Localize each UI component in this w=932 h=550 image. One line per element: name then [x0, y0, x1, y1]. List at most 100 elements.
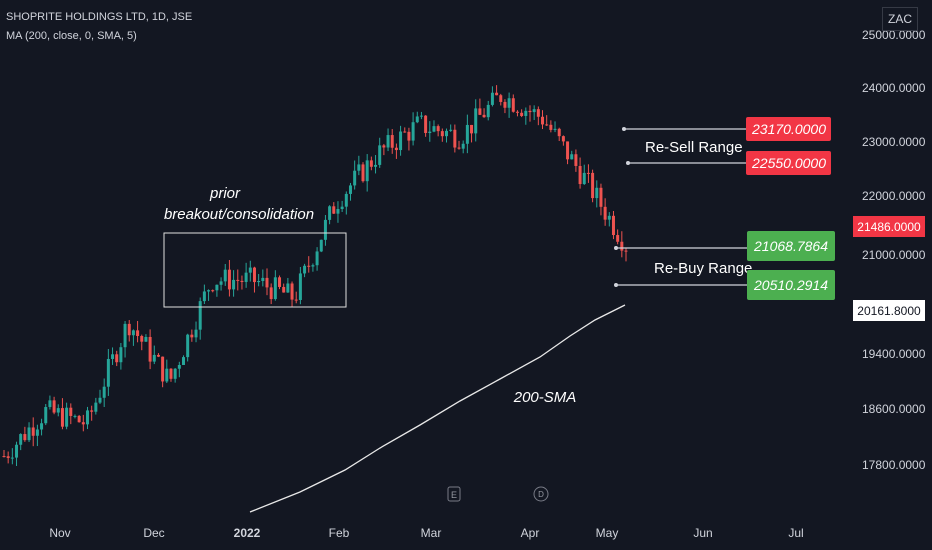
earnings-marker[interactable]: E [447, 486, 461, 502]
candle-body [482, 114, 486, 118]
candle-body [507, 98, 511, 108]
candle-body [407, 131, 411, 141]
candle-body [298, 273, 302, 300]
candle-body [65, 407, 69, 427]
candle-body [98, 397, 102, 403]
candle-body [290, 283, 294, 300]
candle-body [269, 287, 273, 300]
candle-body [227, 269, 231, 290]
candle-body [461, 143, 465, 149]
x-tick-label: Apr [521, 526, 540, 540]
candle-body [486, 104, 490, 118]
candle-body [161, 356, 165, 382]
candle-body [90, 410, 94, 412]
x-tick-label: 2022 [234, 526, 261, 540]
candle-body [169, 368, 173, 379]
candle-body [94, 402, 98, 412]
candle-body [603, 206, 607, 220]
candle-body [374, 164, 378, 167]
candle-body [399, 131, 403, 151]
candle-body [77, 415, 81, 423]
candle-body [382, 145, 386, 148]
candle-body [499, 95, 503, 102]
candle-body [244, 272, 248, 282]
candle-body [219, 281, 223, 285]
candle-body [236, 279, 240, 281]
candle-body [232, 279, 236, 290]
candle-body [69, 407, 73, 416]
candle-body [574, 154, 578, 166]
y-tick-label: 17800.0000 [862, 458, 926, 472]
sma-annotation: 200-SMA [513, 389, 577, 406]
candle-body [319, 239, 323, 252]
candle-body [156, 354, 160, 357]
candle-body [127, 323, 131, 336]
candle-body [403, 131, 407, 133]
candle-body [131, 330, 135, 336]
candle-body [595, 187, 599, 199]
candle-body [2, 456, 6, 458]
candle-body [35, 429, 39, 436]
x-tick-label: May [596, 526, 619, 540]
candle-body [182, 357, 186, 365]
candle-body [286, 283, 290, 293]
candle-body [549, 124, 553, 130]
price-axis[interactable]: 25000.0000 24000.0000 23000.0000 22000.0000… [862, 28, 926, 472]
svg-text:E: E [451, 490, 457, 500]
candle-body [553, 128, 557, 130]
dividend-marker[interactable]: D [533, 486, 549, 502]
candle-body [566, 141, 570, 160]
candle-body [173, 368, 177, 379]
candle-body [545, 124, 549, 126]
candle-body [386, 135, 390, 148]
candle-body [340, 206, 344, 210]
y-tick-label: 24000.0000 [862, 81, 926, 95]
rebuy-high-value: 21068.7864 [753, 238, 828, 254]
candle-body [578, 165, 582, 185]
candle-body [115, 354, 119, 363]
time-axis[interactable]: Nov Dec 2022 Feb Mar Apr May Jun Jul [49, 526, 803, 540]
candle-body [278, 277, 282, 287]
candle-body [332, 206, 336, 214]
candle-body [265, 277, 269, 288]
candle-body [357, 164, 361, 171]
resell-low-value: 22550.0000 [751, 155, 826, 171]
y-tick-label: 23000.0000 [862, 135, 926, 149]
candle-body [152, 354, 156, 362]
y-tick-label: 22000.0000 [862, 189, 926, 203]
candle-body [273, 277, 277, 300]
candle-body [541, 116, 545, 125]
rebuy-low-value: 20510.2914 [753, 277, 828, 293]
candle-body [186, 334, 190, 358]
candle-body [515, 111, 519, 113]
candle-body [211, 290, 215, 292]
candle-body [524, 110, 528, 116]
candle-body [390, 135, 394, 148]
indicator-legend[interactable]: MA (200, close, 0, SMA, 5) [6, 30, 137, 42]
candle-body [261, 277, 265, 282]
candle-body [73, 415, 77, 417]
candle-body [119, 347, 123, 363]
candle-body [27, 427, 31, 441]
svg-text:21486.0000: 21486.0000 [857, 220, 921, 234]
candle-body [591, 172, 595, 199]
candlestick-series [2, 85, 628, 466]
candle-body [495, 92, 499, 96]
candle-body [303, 265, 307, 274]
candle-body [282, 286, 286, 293]
resell-range-label: Re-Sell Range [645, 139, 743, 156]
candle-body [453, 129, 457, 148]
candle-body [436, 126, 440, 132]
candle-body [378, 145, 382, 165]
currency-label: ZAC [882, 7, 918, 31]
candle-body [323, 219, 327, 240]
candle-body [478, 108, 482, 115]
candle-body [520, 112, 524, 116]
candle-body [440, 131, 444, 137]
candle-body [215, 284, 219, 291]
candle-body [194, 329, 198, 338]
candle-body [307, 265, 311, 267]
candle-body [490, 92, 494, 105]
candle-body [60, 408, 64, 427]
